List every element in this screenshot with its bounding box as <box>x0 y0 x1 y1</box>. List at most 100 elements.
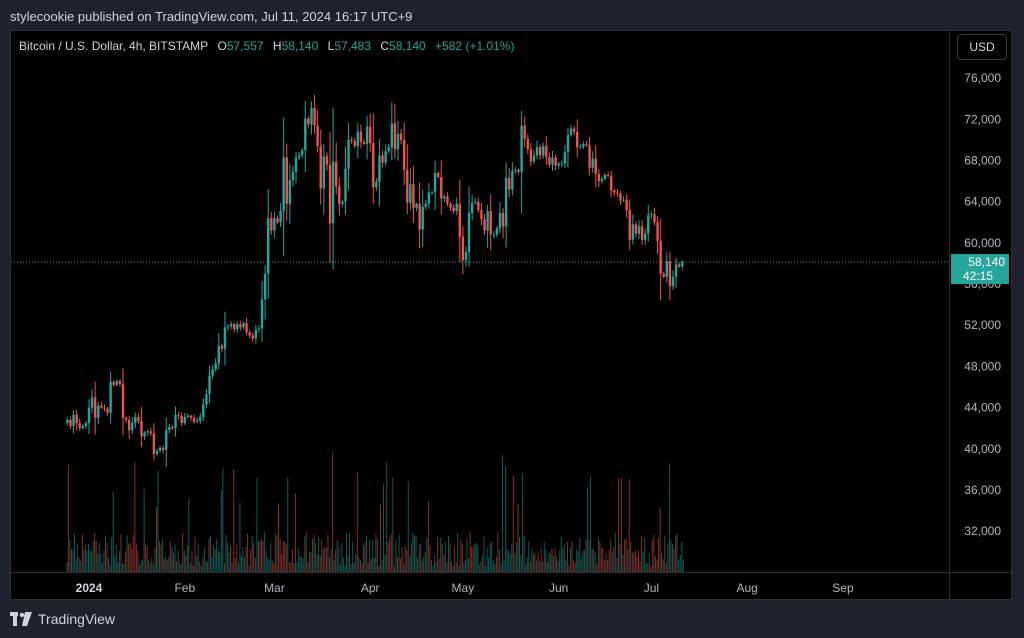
time-axis-border <box>11 572 1011 573</box>
volume-bar <box>205 561 207 572</box>
volume-bar <box>641 536 643 572</box>
volume-bar <box>469 532 471 572</box>
volume-bar <box>570 548 572 572</box>
volume-bar <box>633 552 635 572</box>
volume-bar <box>488 557 490 572</box>
candle <box>538 147 542 156</box>
candle <box>557 163 560 166</box>
volume-bar <box>242 546 244 572</box>
volume-bar <box>216 539 218 572</box>
volume-bar <box>511 543 513 572</box>
volume-bar <box>284 541 286 572</box>
candle <box>467 213 471 253</box>
volume-bar <box>276 535 278 572</box>
volume-bar <box>658 537 660 572</box>
candle <box>140 420 143 437</box>
volume-bar <box>80 560 82 572</box>
candle <box>458 203 461 237</box>
volume-bar <box>166 560 168 572</box>
volume-bar <box>614 532 616 572</box>
volume-bar <box>254 557 256 572</box>
candle <box>634 224 638 234</box>
chart-container[interactable]: 76,000 72,000 68,000 64,000 60,000 56,000 52,0… <box>10 30 1012 600</box>
volume-bar <box>522 473 524 572</box>
volume-bar <box>267 557 269 572</box>
volume-bar <box>455 562 457 572</box>
volume-bar <box>675 535 677 572</box>
candle <box>344 168 347 202</box>
open-value: 57,557 <box>226 39 264 53</box>
volume-bar <box>642 551 644 572</box>
volume-bar <box>265 551 267 572</box>
volume-bar <box>137 550 139 572</box>
volume-bar <box>344 565 346 572</box>
candle <box>548 157 551 165</box>
volume-bar <box>217 550 219 572</box>
volume-bar <box>188 498 190 572</box>
candle <box>495 228 499 235</box>
candle <box>90 397 94 408</box>
candle <box>625 199 628 210</box>
candle <box>202 404 205 417</box>
candle <box>174 414 177 429</box>
volume-bar <box>480 561 482 572</box>
volume-bar <box>83 549 85 572</box>
volume-bar <box>672 543 674 572</box>
price-tick-label: 52,000 <box>964 318 1001 332</box>
volume-bar <box>159 541 161 572</box>
volume-bar <box>390 533 392 572</box>
volume-bar <box>534 552 536 572</box>
volume-bar <box>367 562 369 572</box>
volume-bar <box>397 557 398 572</box>
price-chart[interactable]: 76,00072,00068,00064,00060,00056,00052,0… <box>11 31 1012 600</box>
candle <box>402 139 406 170</box>
volume-bar <box>316 554 318 572</box>
candle <box>146 431 149 433</box>
candle <box>84 423 88 427</box>
candle <box>449 203 452 208</box>
volume-bar <box>271 560 273 572</box>
volume-bar <box>619 543 621 572</box>
candle <box>443 196 446 199</box>
volume-bar <box>220 490 222 572</box>
volume-bar <box>165 556 167 572</box>
candle <box>226 326 230 328</box>
volume-bar <box>512 475 514 572</box>
volume-bar <box>667 544 669 572</box>
candle <box>189 415 193 418</box>
volume-bar <box>194 537 196 572</box>
close-label: C <box>380 39 390 53</box>
volume-bar <box>571 541 573 572</box>
volume-bar <box>222 468 224 572</box>
volume-bar <box>559 550 561 572</box>
volume-bar <box>378 565 380 572</box>
volume-bar <box>171 547 173 572</box>
volume-bar <box>69 539 71 572</box>
candle <box>668 261 672 287</box>
volume-bar <box>149 563 151 572</box>
volume-bar <box>299 556 301 572</box>
volume-bar <box>333 559 335 572</box>
volume-bar <box>324 546 326 572</box>
candle <box>267 218 270 274</box>
volume-bar <box>298 548 300 572</box>
candle <box>591 158 594 168</box>
candle <box>347 139 350 169</box>
volume-bar <box>95 540 97 572</box>
price-tick-label: 72,000 <box>964 112 1001 126</box>
candle <box>498 213 502 229</box>
volume-bar <box>537 552 539 572</box>
volume-bar <box>104 535 106 572</box>
volume-bar <box>613 547 615 572</box>
volume-bar <box>259 542 261 572</box>
volume-bar <box>296 561 298 572</box>
volume-bar <box>452 565 454 572</box>
candle <box>297 155 301 158</box>
volume-bar <box>466 538 468 572</box>
candle <box>75 414 78 424</box>
currency-button[interactable]: USD <box>957 34 1007 60</box>
volume-bar <box>492 560 494 572</box>
candle <box>588 145 591 168</box>
candle <box>195 420 199 422</box>
volume-bar <box>98 542 100 572</box>
